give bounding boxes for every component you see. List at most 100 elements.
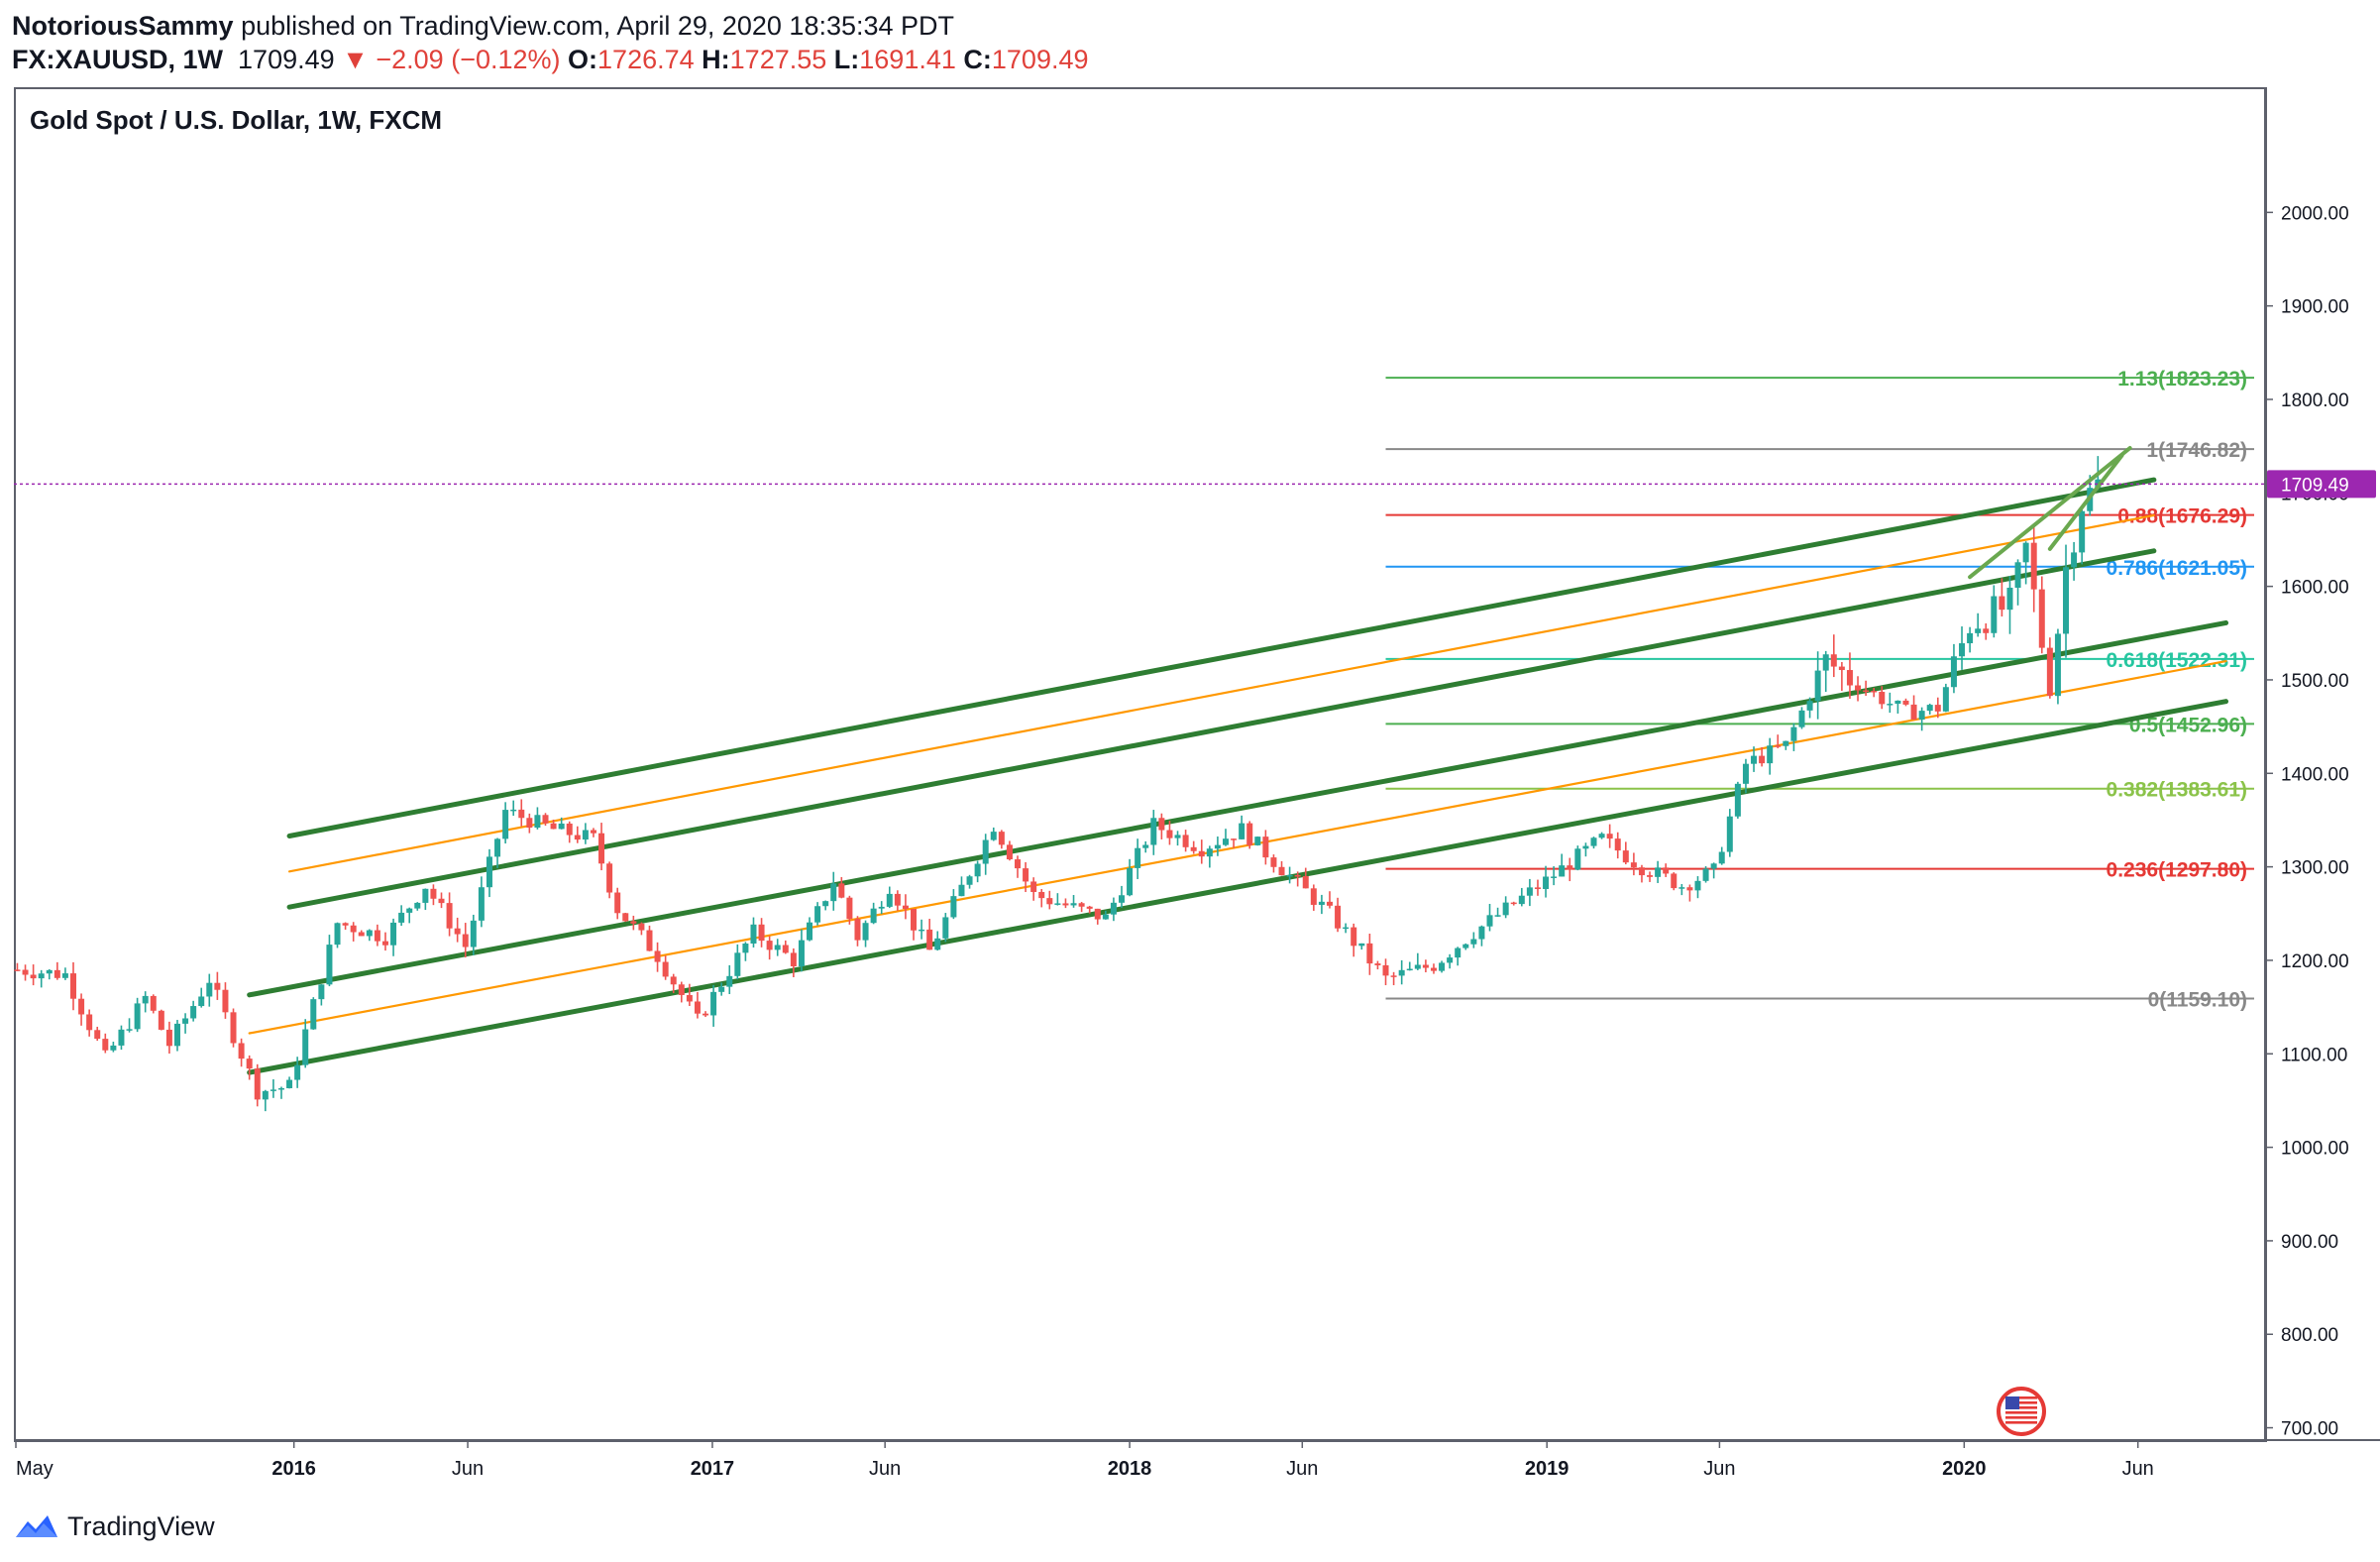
channel-line-2[interactable]: [286, 548, 2157, 910]
candle-body: [854, 919, 861, 941]
us-flag-icon: [1997, 1387, 2046, 1436]
fib-level-label: 0.236(1297.80): [2107, 859, 2247, 882]
candle-body: [1983, 628, 1990, 633]
candle-body: [462, 934, 469, 948]
price-tick-label: 1500.00: [2281, 671, 2349, 692]
candle-body: [1934, 705, 1941, 712]
time-tick-label: 2017: [691, 1458, 735, 1480]
candle-body: [150, 995, 157, 1011]
candle-body: [110, 1045, 117, 1051]
candle-body: [1942, 687, 1949, 712]
channel-line-3[interactable]: [247, 619, 2229, 998]
candle-body: [934, 938, 941, 950]
wedge-line-1[interactable]: [2047, 453, 2124, 551]
last-price-tag: [2267, 470, 2376, 499]
candle-body: [1783, 740, 1789, 746]
candle-body: [886, 893, 893, 907]
candle-body: [2006, 587, 2013, 611]
author-name[interactable]: NotoriousSammy: [12, 11, 234, 41]
candle-body: [1127, 867, 1134, 896]
candle-body: [1559, 865, 1566, 877]
flag-stripe: [2005, 1401, 2037, 1404]
footer: TradingView: [14, 1508, 215, 1544]
candle-body: [1062, 903, 1069, 906]
fib-level-label: 0.88(1676.29): [2117, 505, 2247, 528]
candle-body: [286, 1079, 293, 1088]
candle-body: [1879, 692, 1886, 705]
price-axis: 2000.001900.001800.001700.001600.001500.…: [2264, 89, 2376, 1440]
candle-body: [182, 1018, 189, 1024]
candle-body: [1798, 710, 1805, 727]
candle-body: [1478, 926, 1485, 940]
candlesticks: [14, 456, 2102, 1112]
candle-body: [2063, 567, 2070, 634]
candle-body: [2071, 552, 2078, 568]
price-tick-label: 1600.00: [2281, 578, 2349, 599]
candle-body: [878, 906, 885, 909]
fib-level-label: 1(1746.82): [2146, 439, 2247, 462]
candle-body: [1502, 902, 1509, 916]
candle-body: [1343, 927, 1350, 930]
candle-body: [1918, 711, 1925, 721]
candle-body: [214, 982, 221, 990]
channel-line-1[interactable]: [287, 513, 2155, 873]
candle-body: [1846, 670, 1853, 686]
candle-body: [1574, 848, 1581, 870]
candle-body: [1119, 895, 1125, 903]
candle-body: [238, 1043, 245, 1060]
candle-body: [502, 810, 509, 839]
candle-body: [1054, 903, 1061, 905]
candle-body: [61, 973, 68, 978]
flag-stripe: [2005, 1416, 2037, 1419]
channel-line-4[interactable]: [248, 659, 2227, 1035]
candle-body: [430, 888, 437, 899]
candle-body: [1518, 895, 1525, 905]
candle-body: [1950, 656, 1957, 688]
symbol-label[interactable]: FX:XAUUSD, 1W: [12, 45, 224, 74]
fib-retracement: 1.13(1823.23) 1(1746.82) 0.88(1676.29) 0.78…: [1385, 368, 2254, 1012]
candle-body: [1486, 915, 1493, 927]
candle-body: [534, 815, 541, 829]
candle-body: [726, 975, 733, 987]
candle-body: [822, 901, 829, 907]
candle-body: [486, 856, 492, 888]
candle-body: [574, 835, 581, 840]
candle-body: [1335, 905, 1342, 929]
fib-level-label: 0.382(1383.61): [2107, 779, 2247, 802]
candle-body: [246, 1059, 253, 1069]
candle-body: [1302, 875, 1309, 889]
candle-body: [446, 903, 453, 929]
candle-body: [102, 1039, 109, 1051]
price-tick-label: 1800.00: [2281, 390, 2349, 411]
candle-body: [2022, 542, 2029, 563]
fib-level-label: 0(1159.10): [2148, 989, 2247, 1012]
candle-body: [1855, 685, 1862, 691]
candle-body: [542, 815, 549, 824]
time-tick-label: 2018: [1108, 1458, 1152, 1480]
candle-body: [478, 887, 485, 921]
candle-body: [1551, 876, 1558, 878]
candle-body: [1390, 975, 1397, 977]
candle-body: [950, 896, 957, 918]
candle-body: [1046, 898, 1053, 905]
candle-body: [1310, 888, 1317, 905]
tradingview-brand[interactable]: TradingView: [67, 1510, 215, 1541]
flag-stripe: [2005, 1421, 2037, 1424]
candle-body: [198, 996, 205, 1007]
candle-body: [1790, 726, 1797, 741]
price-tick-label: 1300.00: [2281, 858, 2349, 879]
candle-body: [366, 930, 373, 937]
candle-body: [614, 892, 621, 914]
candle-body: [1494, 915, 1501, 917]
candle-body: [1694, 880, 1701, 891]
channel-line-0[interactable]: [286, 477, 2157, 838]
channel-line-5[interactable]: [247, 699, 2229, 1075]
candle-body: [2054, 633, 2061, 697]
flag-stripe: [2005, 1396, 2037, 1399]
candle-body: [1894, 700, 1901, 705]
candle-body: [1142, 844, 1149, 848]
wedge-line-0[interactable]: [1968, 446, 2132, 580]
candle-body: [1439, 962, 1446, 971]
candle-body: [1767, 745, 1774, 764]
